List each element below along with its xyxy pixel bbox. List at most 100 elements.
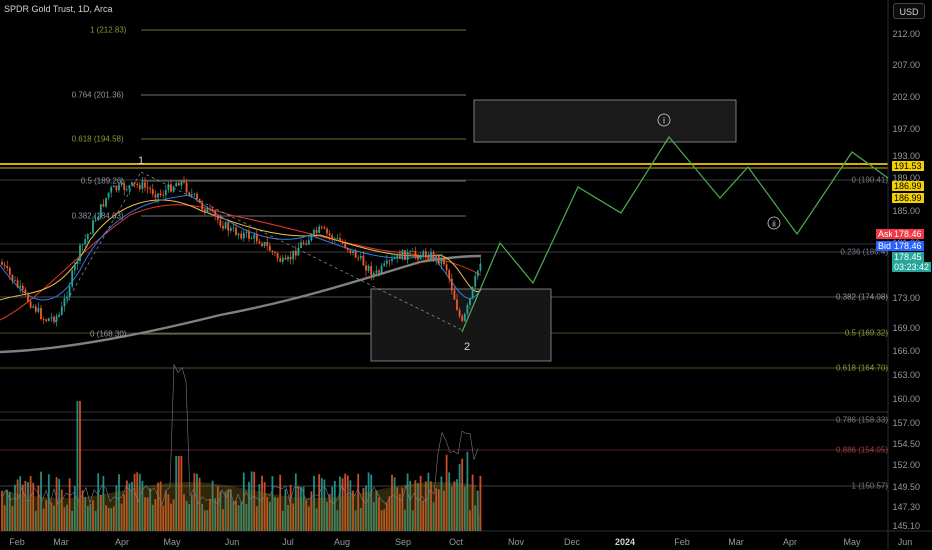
volume-bar bbox=[63, 507, 66, 531]
volume-bar bbox=[357, 473, 360, 531]
target-box-wave-i bbox=[473, 99, 737, 143]
volume-bar bbox=[216, 486, 219, 531]
candle-body bbox=[318, 226, 321, 233]
volume-bar bbox=[414, 480, 417, 531]
price-tag: 186.99 bbox=[892, 181, 924, 191]
volume-bar bbox=[409, 480, 412, 531]
candle-body bbox=[92, 220, 94, 234]
volume-bar bbox=[172, 499, 175, 531]
candle-body bbox=[401, 250, 404, 259]
volume-bar bbox=[242, 472, 245, 531]
fib-left-label: 0.618 (194.58) bbox=[71, 134, 124, 144]
candle-body bbox=[300, 242, 302, 248]
candle-body bbox=[370, 265, 373, 276]
candle-body bbox=[128, 185, 131, 190]
price-axis-label: 157.00 bbox=[892, 418, 920, 428]
price-tag: Ask bbox=[876, 229, 892, 239]
volume-bar bbox=[300, 486, 302, 531]
volume-bar bbox=[240, 502, 243, 531]
wave-trendline bbox=[54, 171, 142, 323]
candle-body bbox=[164, 190, 167, 196]
volume-bar bbox=[105, 505, 107, 531]
candle-body bbox=[97, 216, 100, 221]
candle-body bbox=[27, 293, 29, 302]
candle-body bbox=[136, 183, 139, 185]
volume-bar bbox=[450, 486, 453, 531]
candlesticks bbox=[1, 176, 482, 327]
fib-right-label: 0.382 (174.08) bbox=[835, 292, 888, 302]
candle-body bbox=[435, 255, 438, 260]
candle-body bbox=[339, 237, 341, 242]
volume-bar bbox=[232, 501, 235, 531]
candle-body bbox=[138, 184, 141, 190]
volume-bar bbox=[125, 480, 128, 531]
volume-bar bbox=[422, 500, 425, 531]
volume-bar bbox=[279, 474, 282, 531]
volume-bar bbox=[89, 503, 92, 531]
candle-body bbox=[34, 306, 37, 312]
volume-bar bbox=[419, 475, 422, 531]
candle-body bbox=[211, 209, 214, 211]
candle-body bbox=[346, 248, 349, 251]
time-axis-label: Sep bbox=[394, 537, 412, 547]
volume-bar bbox=[245, 503, 248, 531]
candle-body bbox=[8, 267, 11, 275]
candle-body bbox=[94, 220, 97, 222]
volume-bar bbox=[222, 509, 224, 531]
candle-body bbox=[146, 187, 149, 189]
volume-bar bbox=[183, 494, 185, 531]
volume-bar bbox=[131, 481, 133, 531]
candle-body bbox=[188, 192, 191, 195]
candle-body bbox=[193, 193, 196, 195]
volume-bar bbox=[393, 477, 396, 531]
volume-bar bbox=[84, 496, 87, 531]
volume-bar bbox=[224, 491, 227, 531]
volume-bar bbox=[37, 485, 40, 531]
volume-bar bbox=[110, 508, 113, 531]
candle-body bbox=[60, 306, 63, 315]
candle-body bbox=[105, 197, 107, 207]
volume-bar bbox=[365, 485, 367, 531]
candle-body bbox=[320, 226, 323, 228]
volume-bar bbox=[219, 491, 222, 531]
time-axis-label: Oct bbox=[448, 537, 464, 547]
volume-bar bbox=[120, 503, 123, 531]
candle-body bbox=[341, 241, 344, 244]
volume-bar bbox=[141, 480, 144, 531]
fib-right-label: 0.5 (169.32) bbox=[844, 328, 888, 338]
candle-body bbox=[157, 193, 159, 198]
volume-bar bbox=[27, 482, 29, 531]
candle-body bbox=[237, 233, 240, 235]
candle-body bbox=[466, 304, 469, 314]
candle-body bbox=[177, 183, 180, 186]
candle-body bbox=[240, 233, 243, 239]
fib-right-label: 0.236 (180.4) bbox=[840, 247, 888, 257]
volume-bar bbox=[248, 481, 250, 531]
projection-path bbox=[461, 135, 889, 333]
fib-right-label: 0.786 (158.33) bbox=[835, 415, 888, 425]
volume-bar bbox=[185, 500, 188, 531]
volume-bar bbox=[235, 500, 237, 531]
time-axis-label: Mar bbox=[53, 537, 69, 547]
volume-bar bbox=[133, 473, 136, 531]
candle-body bbox=[417, 255, 419, 260]
wave-projection bbox=[461, 135, 889, 333]
price-axis-label: 193.00 bbox=[892, 151, 920, 161]
volume-bar bbox=[94, 510, 97, 531]
volume-bar bbox=[6, 489, 9, 531]
price-axis-label: 197.00 bbox=[892, 124, 920, 134]
currency-button[interactable]: USD bbox=[893, 3, 925, 19]
time-axis-label: Nov bbox=[507, 537, 525, 547]
candle-body bbox=[227, 222, 230, 231]
volume-bar bbox=[60, 489, 63, 531]
fib-right-label: 0.886 (154.05) bbox=[835, 445, 888, 455]
candle-body bbox=[292, 250, 295, 260]
price-axis-label: 152.00 bbox=[892, 460, 920, 470]
price-axis-label: 154.50 bbox=[892, 439, 920, 449]
candle-body bbox=[229, 228, 232, 231]
volume-bar bbox=[164, 490, 167, 531]
candle-body bbox=[276, 253, 279, 259]
volume-bar bbox=[396, 487, 399, 531]
candle-body bbox=[248, 231, 250, 239]
